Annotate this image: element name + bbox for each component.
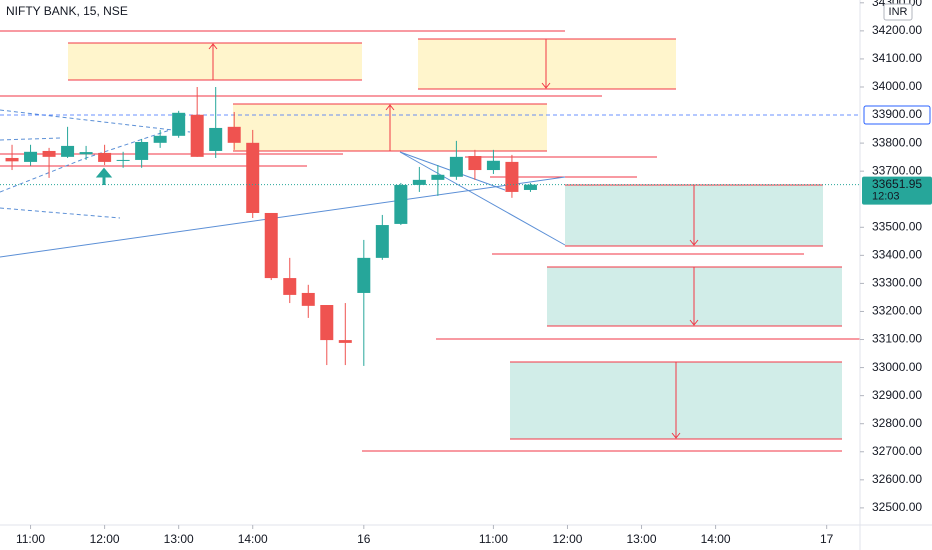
countdown-label: 12:03 bbox=[872, 191, 900, 203]
y-tick-label: 32500.00 bbox=[872, 500, 922, 514]
candle-body bbox=[486, 160, 500, 171]
candle-body bbox=[61, 145, 75, 157]
y-tick-label: 33200.00 bbox=[872, 304, 922, 318]
y-tick-label: 32700.00 bbox=[872, 444, 922, 458]
arrows bbox=[208, 39, 699, 439]
target-box bbox=[418, 39, 676, 89]
candle-body bbox=[42, 150, 56, 157]
y-tick-label: 34100.00 bbox=[872, 51, 922, 65]
trend-line bbox=[0, 176, 566, 258]
y-tick-label: 33700.00 bbox=[872, 163, 922, 177]
price-line-box bbox=[863, 105, 931, 125]
candle-body bbox=[468, 156, 482, 171]
last-price-label: 33651.95 bbox=[872, 177, 922, 191]
x-tick-label: 11:00 bbox=[479, 532, 508, 546]
candle-body bbox=[116, 159, 130, 161]
x-tick-label: 16 bbox=[357, 532, 371, 546]
y-tick-label: 33000.00 bbox=[872, 360, 922, 374]
candle-body bbox=[5, 157, 19, 162]
y-tick-label: 32900.00 bbox=[872, 388, 922, 402]
candle-body bbox=[79, 152, 93, 155]
plot bbox=[0, 86, 860, 366]
y-tick-label: 34000.00 bbox=[872, 79, 922, 93]
last-price-box bbox=[862, 176, 932, 205]
candle-body bbox=[172, 112, 186, 136]
y-tick-label: 33800.00 bbox=[872, 135, 922, 149]
x-tick-label: 14:00 bbox=[701, 532, 731, 546]
candle-body bbox=[394, 184, 408, 224]
y-tick-label: 33400.00 bbox=[872, 248, 922, 262]
candle-body bbox=[301, 292, 315, 306]
candle-body bbox=[209, 127, 223, 151]
signal-arrow bbox=[95, 167, 113, 185]
candle-body bbox=[153, 135, 167, 143]
candle-body bbox=[412, 179, 426, 185]
price-line-label: 33900.00 bbox=[872, 107, 922, 121]
target-box bbox=[68, 43, 362, 80]
x-tick-label: 12:00 bbox=[90, 532, 120, 546]
currency-box bbox=[883, 3, 913, 21]
x-tick-label: 11:00 bbox=[16, 532, 45, 546]
candle-body bbox=[135, 141, 149, 160]
y-tick-label: 33500.00 bbox=[872, 219, 922, 233]
x-tick-label: 12:00 bbox=[552, 532, 582, 546]
candle-body bbox=[190, 114, 204, 157]
candle-body bbox=[357, 257, 371, 293]
y-tick-label: 32800.00 bbox=[872, 416, 922, 430]
x-tick-label: 17 bbox=[820, 532, 834, 546]
x-tick-label: 13:00 bbox=[164, 532, 194, 546]
drawings bbox=[0, 30, 860, 452]
y-tick-label: 32600.00 bbox=[872, 472, 922, 486]
y-tick-label: 34200.00 bbox=[872, 23, 922, 37]
candle-body bbox=[431, 174, 445, 180]
candle-body bbox=[98, 152, 112, 162]
candle-body bbox=[523, 184, 537, 190]
candle-body bbox=[449, 156, 463, 177]
currency-label: INR bbox=[889, 6, 908, 18]
candle-body bbox=[264, 212, 278, 279]
candle-body bbox=[320, 305, 334, 341]
chart-title: NIFTY BANK, 15, NSE bbox=[6, 4, 128, 18]
x-tick-label: 14:00 bbox=[238, 532, 268, 546]
y-tick-label: 33100.00 bbox=[872, 332, 922, 346]
y-tick-label: 33300.00 bbox=[872, 276, 922, 290]
candle-body bbox=[24, 151, 38, 162]
x-tick-label: 13:00 bbox=[627, 532, 657, 546]
candle-body bbox=[283, 278, 297, 295]
candle-body bbox=[227, 126, 241, 143]
candle-body bbox=[246, 142, 260, 213]
candle-body bbox=[338, 340, 352, 343]
candle-body bbox=[505, 161, 519, 192]
candle-body bbox=[375, 225, 389, 258]
